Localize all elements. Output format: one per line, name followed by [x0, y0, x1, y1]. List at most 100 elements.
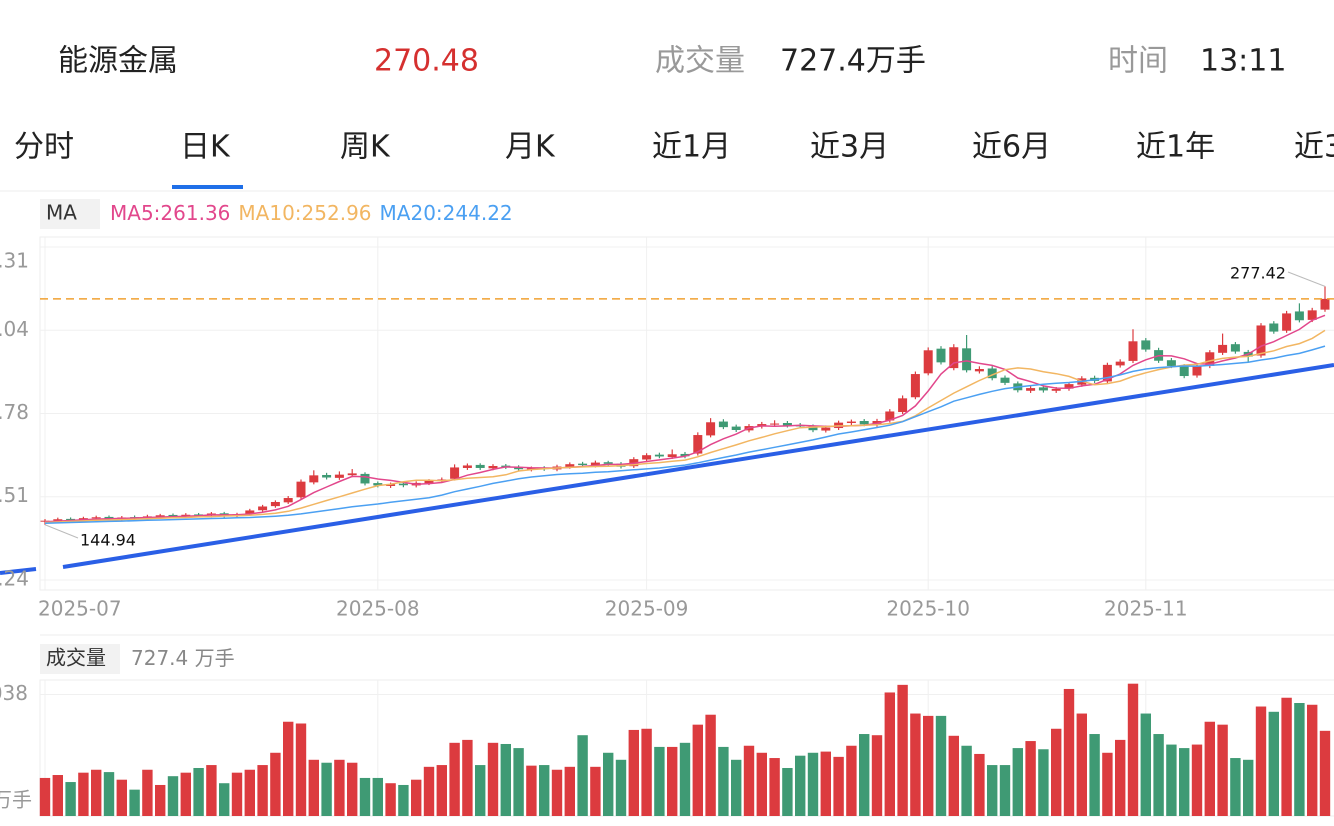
- volume-bar: [411, 779, 422, 816]
- volume-bar: [1217, 724, 1228, 816]
- candle-body: [1141, 340, 1151, 350]
- volume-bar: [321, 762, 332, 816]
- grid: [40, 237, 1334, 816]
- volume-bar: [347, 762, 358, 816]
- candle-body: [898, 398, 908, 413]
- candle-body: [693, 435, 703, 454]
- volume-bar: [39, 777, 51, 816]
- volume-bar: [423, 766, 435, 816]
- candle-body: [1230, 344, 1240, 352]
- volume-bar: [436, 765, 447, 816]
- candle-body: [808, 426, 818, 431]
- volume-bar: [795, 755, 806, 816]
- volume-bar: [398, 784, 409, 816]
- candle-body: [654, 454, 664, 457]
- candle-body: [53, 519, 63, 521]
- candle-body: [386, 484, 396, 486]
- min-label: 144.94: [80, 531, 136, 550]
- time-label: 时间: [1108, 44, 1168, 79]
- volume-bar: [590, 766, 601, 816]
- max-label: 277.42: [1230, 264, 1286, 283]
- volume-bar: [1166, 744, 1177, 816]
- candle-body: [923, 350, 933, 374]
- volume-bar: [1230, 758, 1241, 816]
- candle-body: [1320, 298, 1330, 310]
- volume-bar: [334, 759, 345, 816]
- tab[interactable]: 近3月: [810, 130, 889, 165]
- volume-bar: [577, 735, 588, 816]
- volume-bar: [667, 746, 678, 816]
- tab-bar: 分时 日K 周K 月K 近1月 近3月 近6月 近1年 近3年: [14, 130, 1334, 189]
- volume-bar: [270, 752, 281, 816]
- volume-bar: [1089, 734, 1100, 816]
- volume-bar: [167, 776, 179, 816]
- volume-tick-label: 1038: [0, 681, 28, 705]
- candle-body: [1051, 388, 1061, 391]
- ma-badge: [40, 199, 100, 229]
- volume-bar: [155, 784, 166, 816]
- volume-legend: 727.4 万手: [131, 646, 235, 670]
- candle-body: [846, 421, 856, 423]
- volume-bar: [628, 729, 639, 816]
- candle-body: [373, 483, 383, 486]
- volume-bar: [103, 772, 115, 816]
- volume-bar: [78, 772, 89, 816]
- candle-body: [1218, 344, 1228, 353]
- x-tick-label: 2025-10: [886, 597, 970, 621]
- y-tick-label: 160.51: [0, 483, 29, 507]
- candle-body: [770, 423, 780, 425]
- volume-bar: [513, 748, 524, 816]
- volume-label: 成交量: [655, 44, 745, 79]
- trend-line: [0, 567, 37, 575]
- tab[interactable]: 月K: [505, 130, 556, 165]
- volume-bar: [462, 739, 473, 816]
- volume-bar: [1076, 713, 1087, 816]
- volume-bar: [999, 765, 1011, 816]
- tab[interactable]: 近1年: [1136, 130, 1215, 165]
- candle-body: [974, 369, 984, 372]
- volume-bar: [884, 692, 895, 816]
- ma-value: 252.96: [302, 201, 372, 225]
- x-tick-label: 2025-11: [1104, 597, 1188, 621]
- candle-body: [1026, 388, 1036, 391]
- last-price: 270.48: [374, 44, 479, 79]
- volume-bar: [769, 758, 780, 816]
- tab[interactable]: 日K: [180, 130, 231, 165]
- volume-bar: [65, 782, 76, 816]
- volume-bar: [1025, 741, 1036, 816]
- candle-body: [104, 516, 114, 519]
- tab[interactable]: 近6月: [972, 130, 1051, 165]
- candle-body: [168, 514, 178, 517]
- volume-bar: [449, 742, 460, 816]
- volume-bar: [1255, 706, 1267, 816]
- candle-body: [706, 422, 716, 436]
- candle-body: [450, 467, 460, 479]
- candle-body: [1128, 341, 1138, 361]
- tab[interactable]: 分时: [14, 130, 74, 165]
- candle-body: [885, 411, 895, 421]
- candle-body: [360, 473, 370, 484]
- tab[interactable]: 近1月: [652, 130, 731, 165]
- volume-bar: [654, 746, 665, 816]
- candle-body: [987, 368, 997, 379]
- ma-label: MA: [46, 201, 77, 225]
- tab[interactable]: 周K: [340, 130, 391, 165]
- candle-body: [936, 348, 946, 363]
- volume-bar: [1307, 704, 1318, 816]
- volume-bar: [705, 714, 716, 816]
- volume-bar: [833, 756, 844, 816]
- ma-line: [44, 345, 1326, 524]
- volume-bar: [359, 777, 371, 816]
- volume-bar: [820, 751, 831, 816]
- candle-body: [258, 506, 268, 511]
- candle-body: [1307, 310, 1317, 320]
- candle-body: [603, 462, 613, 464]
- volume-bar: [1268, 711, 1279, 816]
- volume-bar: [475, 765, 486, 816]
- tab[interactable]: 近3年: [1294, 130, 1334, 165]
- volume-badge: [40, 644, 120, 674]
- ma-name: MA10: [238, 201, 294, 225]
- volume-bar: [1243, 759, 1254, 816]
- volume-bar: [615, 759, 627, 816]
- x-tick-label: 2025-07: [38, 597, 122, 621]
